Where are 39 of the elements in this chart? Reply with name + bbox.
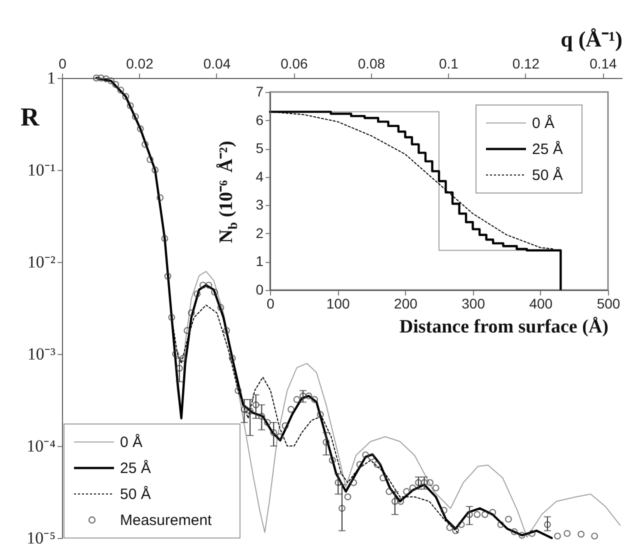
legend-label: 25 Å (532, 140, 563, 158)
x-tick-label: 100 (326, 296, 350, 312)
legend-label: 50 Å (120, 485, 151, 503)
x-axis-title: q (Å⁻¹) (560, 26, 622, 52)
y-tick-label: 3 (256, 196, 264, 213)
y-tick-label: 5 (256, 140, 264, 156)
y-tick-label: 6 (256, 112, 264, 128)
y-tick-label: 1 (256, 253, 264, 270)
legend-label: 0 Å (120, 433, 143, 451)
legend-label: 50 Å (532, 166, 563, 184)
y-tick-label: 7 (256, 84, 264, 100)
x-tick-label: 200 (394, 296, 418, 312)
x-tick-label: 0 (58, 56, 67, 72)
x-tick-label: 300 (462, 296, 486, 312)
legend-label: 0 Å (532, 114, 555, 132)
x-tick-label: 500 (596, 296, 620, 312)
y-tick-label: 0 (256, 282, 264, 298)
y-tick-label: 2 (256, 224, 264, 241)
y-tick-label: 10⁻⁴ (26, 436, 56, 456)
x-tick-label: 0.1 (438, 56, 459, 72)
y-tick-label: 4 (256, 168, 264, 184)
y-axis-title: R (20, 102, 40, 132)
x-tick-label: 0.02 (126, 56, 154, 72)
y-tick-label: 10⁻² (27, 252, 56, 272)
x-tick-label: 0.08 (358, 56, 386, 72)
x-tick-label: 0 (266, 296, 275, 312)
x-tick-label: 0.06 (280, 56, 308, 72)
x-tick-label: 0.12 (512, 56, 540, 72)
y-tick-label: 1 (47, 68, 56, 88)
x-axis-title: Distance from surface (Å) (399, 316, 608, 338)
x-tick-label: 0.14 (590, 56, 618, 72)
y-axis-title: Nb (10⁻⁶ Å⁻²) (216, 140, 240, 244)
x-tick-label: 0.04 (203, 56, 231, 72)
y-tick-label: 10⁻³ (27, 344, 56, 364)
legend-label: Measurement (120, 512, 213, 529)
x-tick-label: 400 (529, 296, 553, 312)
y-tick-label: 10⁻⁵ (26, 528, 56, 548)
legend-label: 25 Å (120, 459, 151, 477)
y-tick-label: 10⁻¹ (27, 160, 56, 180)
